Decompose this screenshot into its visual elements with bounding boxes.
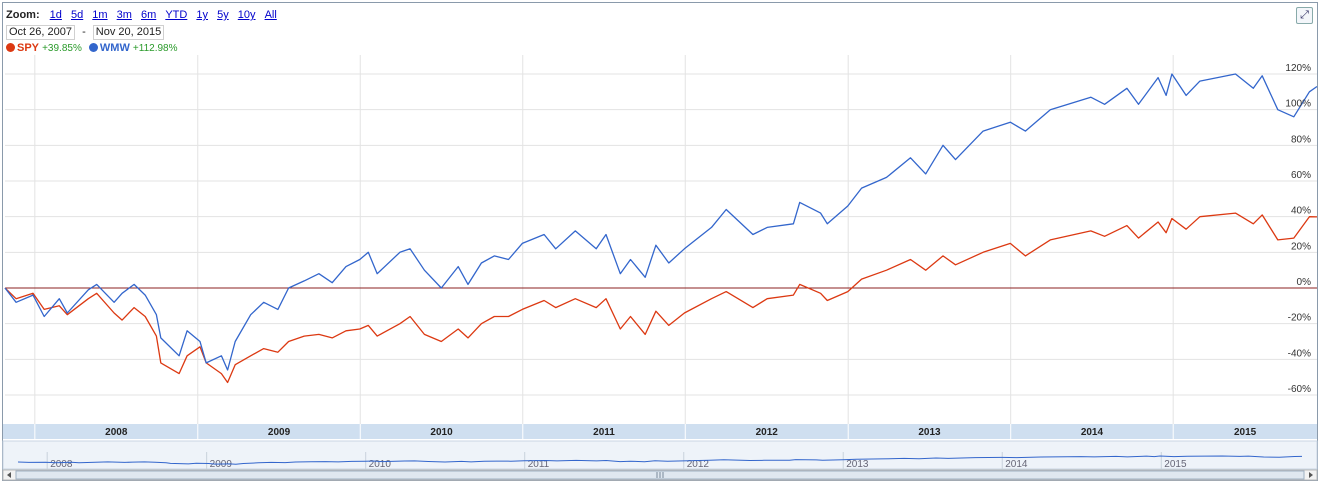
legend-item-wmw[interactable]: WMW +112.98% [88, 42, 182, 54]
date-range: Oct 26, 2007 - Nov 20, 2015 [6, 25, 165, 40]
zoom-5y-link[interactable]: 5y [217, 9, 229, 21]
navigator-year-label: 2014 [1005, 459, 1028, 470]
navigator-year-label: 2012 [687, 459, 710, 470]
zoom-ytd-link[interactable]: YTD [165, 9, 188, 21]
legend-item-spy[interactable]: SPY +39.85% [6, 42, 89, 54]
navigator-year-label: 2010 [369, 459, 392, 470]
end-date-field[interactable]: Nov 20, 2015 [92, 25, 165, 40]
start-date-field[interactable]: Oct 26, 2007 [6, 25, 75, 40]
y-tick-label: 0% [1297, 277, 1312, 288]
zoom-1y-link[interactable]: 1y [196, 9, 209, 21]
y-tick-label: -20% [1288, 313, 1311, 324]
wmw-change: +112.98% [132, 43, 178, 54]
zoom-all-link[interactable]: All [264, 9, 277, 21]
scroll-grip-icon[interactable] [656, 472, 664, 478]
x-tick-label: 2011 [593, 427, 615, 438]
grid [5, 55, 1317, 424]
y-tick-label: -60% [1288, 384, 1311, 395]
y-axis: 120% 100% 80% 60% 40% 20% 0% -20% -40% -60% [1285, 63, 1311, 395]
series-line-spy [4, 212, 1318, 384]
y-tick-label: 100% [1285, 99, 1311, 110]
spy-change: +39.85% [42, 43, 82, 54]
wmw-dot-icon [88, 43, 98, 52]
year-band [3, 424, 1317, 439]
zoom-10y-link[interactable]: 10y [237, 9, 256, 21]
series-line-wmw [4, 73, 1318, 371]
y-tick-label: 80% [1291, 134, 1311, 145]
year-band-bg [3, 424, 1317, 439]
x-tick-label: 2009 [268, 427, 291, 438]
y-tick-label: 120% [1285, 63, 1311, 74]
navigator-year-label: 2008 [50, 459, 73, 470]
x-tick-label: 2013 [918, 427, 941, 438]
navigator[interactable]: 2008 2009 2010 2011 2012 2013 2014 2015 [2, 440, 1318, 481]
x-tick-label: 2010 [430, 427, 453, 438]
x-tick-label: 2015 [1234, 427, 1257, 438]
scroll-right-icon[interactable] [1309, 472, 1313, 478]
navigator-year-label: 2015 [1164, 459, 1187, 470]
y-tick-label: 40% [1291, 206, 1311, 217]
zoom-1m-link[interactable]: 1m [92, 9, 108, 21]
maximize-button[interactable]: ⤢ [1296, 7, 1313, 24]
spy-name: SPY [17, 42, 40, 54]
y-tick-label: 20% [1291, 241, 1311, 252]
navigator-line [17, 455, 1303, 465]
x-axis: 2008 2009 2010 2011 2012 2013 2014 2015 [34, 424, 1257, 439]
maximize-icon: ⤢ [1300, 9, 1309, 21]
zoom-bar: Zoom: 1d 5d 1m 3m 6m YTD 1y 5y 10y All [6, 9, 280, 21]
zoom-5d-link[interactable]: 5d [70, 9, 84, 21]
wmw-name: WMW [99, 42, 130, 54]
legend: SPY +39.85% WMW +112.98% [6, 42, 181, 54]
zoom-3m-link[interactable]: 3m [116, 9, 132, 21]
series-layer [4, 73, 1318, 384]
navigator-year-label: 2013 [846, 459, 869, 470]
navigator-bg [2, 440, 1318, 470]
y-tick-label: 60% [1291, 170, 1311, 181]
x-tick-label: 2008 [105, 427, 128, 438]
x-tick-label: 2014 [1081, 427, 1104, 438]
scroll-left-icon[interactable] [7, 472, 11, 478]
zoom-label: Zoom: [6, 9, 40, 21]
zoom-6m-link[interactable]: 6m [140, 9, 157, 21]
navigator-year-label: 2011 [528, 459, 550, 470]
y-tick-label: -40% [1288, 348, 1311, 359]
date-separator: - [82, 26, 86, 38]
zoom-1d-link[interactable]: 1d [49, 9, 62, 21]
spy-dot-icon [6, 43, 15, 52]
x-tick-label: 2012 [756, 427, 779, 438]
